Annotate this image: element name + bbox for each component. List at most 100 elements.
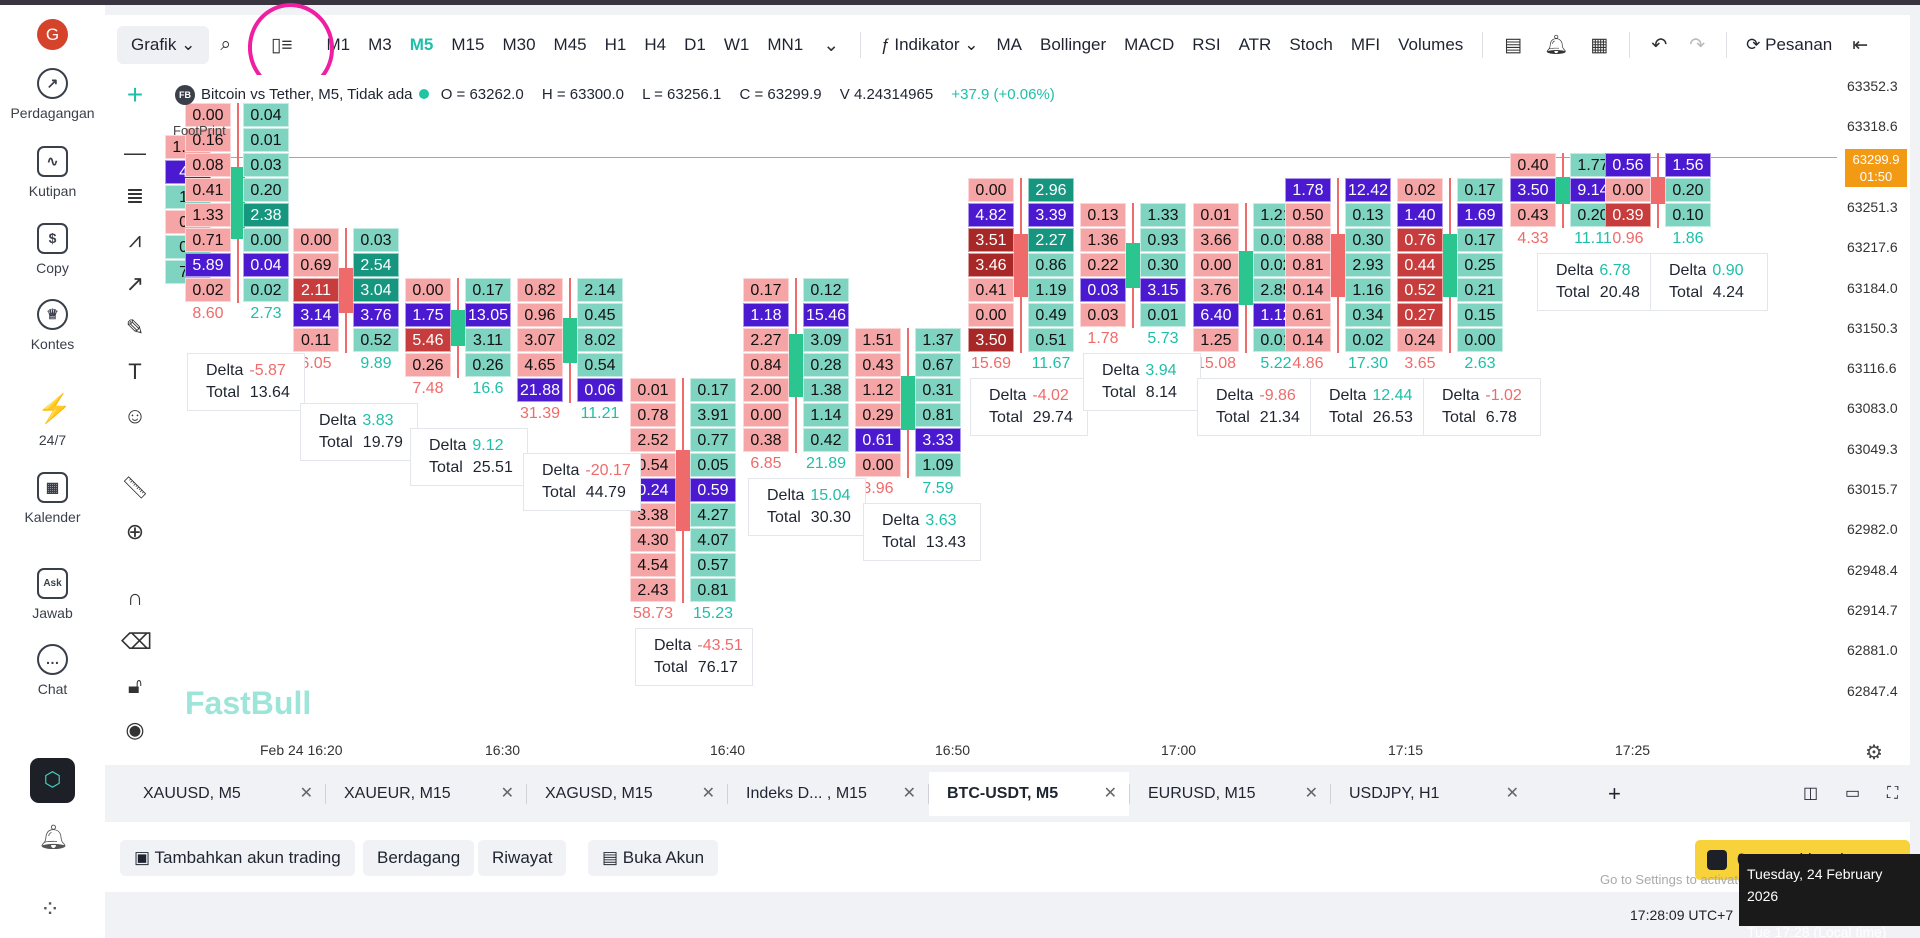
calendar-icon[interactable]: ▦ bbox=[1590, 34, 1609, 56]
tab-symbol[interactable]: Indeks D... , M15 ✕ bbox=[728, 772, 928, 816]
nav-perdagangan[interactable]: ↗ Perdagangan bbox=[0, 68, 105, 121]
indicator-mfi[interactable]: MFI bbox=[1350, 35, 1381, 54]
nav-chat[interactable]: … Chat bbox=[0, 644, 105, 697]
close-icon[interactable]: ✕ bbox=[1304, 785, 1318, 802]
nav-24-7[interactable]: ⚡ 24/7 bbox=[0, 395, 105, 449]
calendar-icon: ▦ bbox=[37, 472, 68, 503]
collapse-panel-icon[interactable]: ⇤ bbox=[1852, 34, 1869, 56]
timeframe-m1[interactable]: M1 bbox=[326, 35, 351, 54]
lock-icon[interactable]: 🔓︎ bbox=[127, 673, 143, 698]
text-tool-icon[interactable]: T bbox=[128, 359, 142, 384]
chevron-down-icon[interactable]: ⌄ bbox=[823, 34, 840, 56]
indicator-atr[interactable]: ATR bbox=[1238, 35, 1272, 54]
footprint-cell: 3.15 bbox=[1140, 278, 1186, 302]
timeframe-m5[interactable]: M5 bbox=[409, 35, 434, 54]
column-total: 11.67 bbox=[1031, 355, 1071, 372]
close-icon[interactable]: ✕ bbox=[500, 785, 514, 802]
nav-label: Kutipan bbox=[28, 183, 77, 199]
chart-type-icon[interactable]: ▯≡ bbox=[270, 34, 293, 56]
tab-symbol[interactable]: BTC-USDT, M5 ✕ bbox=[929, 772, 1129, 816]
brush-icon[interactable]: ✎ bbox=[125, 315, 145, 340]
trade-button[interactable]: Berdagang bbox=[363, 840, 475, 876]
add-tab-button[interactable]: + bbox=[1608, 781, 1621, 806]
timeframe-h1[interactable]: H1 bbox=[604, 35, 627, 54]
alert-icon[interactable]: 🔔︎ bbox=[1544, 35, 1569, 56]
candle-countdown: 01:50 bbox=[1859, 169, 1893, 184]
nav-kalender[interactable]: ▦ Kalender bbox=[0, 472, 105, 525]
grid-menu-icon[interactable]: ⁘ bbox=[40, 896, 61, 923]
undo-icon[interactable]: ↶ bbox=[1651, 34, 1668, 56]
timeframe-m3[interactable]: M3 bbox=[368, 35, 392, 54]
timeframe-m45[interactable]: M45 bbox=[553, 35, 587, 54]
chart-settings-icon[interactable]: ⚙ bbox=[1865, 742, 1883, 764]
order-button[interactable]: ⟳ Pesanan bbox=[1746, 35, 1833, 54]
close-icon[interactable]: ✕ bbox=[1103, 785, 1117, 802]
total-value: 8.14 bbox=[1145, 384, 1177, 401]
timeframe-m15[interactable]: M15 bbox=[451, 35, 485, 54]
tab-label: Indeks D... , M15 bbox=[746, 785, 867, 802]
grafik-dropdown[interactable]: Grafik ⌄ bbox=[117, 26, 210, 64]
close-icon[interactable]: ✕ bbox=[701, 785, 715, 802]
eye-icon[interactable]: ◉ bbox=[125, 717, 145, 742]
symbol-title[interactable]: Bitcoin vs Tether, M5, Tidak ada bbox=[201, 85, 413, 103]
window-icon[interactable]: ▭ bbox=[1845, 785, 1861, 802]
tab-symbol[interactable]: USDJPY, H1 ✕ bbox=[1331, 772, 1531, 816]
eraser-icon[interactable]: ⌫ bbox=[121, 629, 153, 654]
footprint-cell: 0.01 bbox=[1140, 303, 1186, 327]
timeframe-mn1[interactable]: MN1 bbox=[767, 35, 804, 54]
timeframe-d1[interactable]: D1 bbox=[684, 35, 706, 54]
magnet-icon[interactable]: ∩ bbox=[127, 585, 143, 610]
tab-symbol[interactable]: XAGUSD, M15 ✕ bbox=[527, 772, 727, 816]
tooltip-date: Tuesday, 24 February 2026 bbox=[1747, 866, 1883, 904]
time-axis[interactable]: Feb 24 16:20 16:30 16:40 16:50 17:00 17:15 17:… bbox=[165, 735, 1837, 765]
nav-kontes[interactable]: ♕ Kontes bbox=[0, 299, 105, 352]
add-trading-account-button[interactable]: ▣ Tambahkan akun trading bbox=[120, 840, 355, 876]
price-scale[interactable]: 63352.363318.663284.663251.363217.663184… bbox=[1837, 75, 1910, 735]
indicator-stoch[interactable]: Stoch bbox=[1289, 35, 1333, 54]
trend-line-icon[interactable]: ↗ bbox=[125, 271, 145, 296]
emoji-icon[interactable]: ☺ bbox=[123, 403, 147, 428]
delta-label: Delta bbox=[882, 512, 920, 529]
indicator-rsi[interactable]: RSI bbox=[1192, 35, 1221, 54]
layout-icon[interactable]: ◫ bbox=[1803, 785, 1819, 802]
timeframe-w1[interactable]: W1 bbox=[723, 35, 750, 54]
horizontal-line-icon[interactable]: — bbox=[124, 140, 146, 165]
timeframe-h4[interactable]: H4 bbox=[644, 35, 667, 54]
delta-label: Delta bbox=[1442, 387, 1480, 404]
indicator-ma[interactable]: MA bbox=[996, 35, 1023, 54]
app-logo-button[interactable]: ⬡ bbox=[30, 758, 75, 803]
footprint-cell: 0.86 bbox=[1028, 253, 1074, 277]
zoom-in-icon[interactable]: ⊕ bbox=[125, 519, 145, 544]
close-icon[interactable]: ✕ bbox=[299, 785, 313, 802]
price-tick: 63184.0 bbox=[1847, 279, 1898, 296]
bell-icon[interactable]: 🔔︎ bbox=[38, 824, 69, 851]
search-icon[interactable]: ⌕ bbox=[220, 34, 231, 55]
close-icon[interactable]: ✕ bbox=[902, 785, 916, 802]
nav-jawab[interactable]: Ask Jawab bbox=[0, 568, 105, 621]
footprint-cell: 5.46 bbox=[405, 328, 451, 352]
nav-kutipan[interactable]: ∿ Kutipan bbox=[0, 146, 105, 199]
redo-icon[interactable]: ↷ bbox=[1689, 34, 1706, 56]
crosshair-icon[interactable]: + bbox=[126, 79, 144, 110]
fib-icon[interactable]: ≣ bbox=[125, 183, 145, 208]
indicator-button[interactable]: ƒ Indikator ⌄ bbox=[880, 35, 979, 54]
tab-symbol[interactable]: EURUSD, M15 ✕ bbox=[1130, 772, 1330, 816]
tab-symbol[interactable]: XAUUSD, M5 ✕ bbox=[125, 772, 325, 816]
pattern-icon[interactable]: ⩘ bbox=[128, 227, 142, 252]
footprint-plot[interactable]: 1.1643130702780.000.160.080.411.330.715.… bbox=[165, 75, 1837, 735]
footprint-cell: 0.81 bbox=[1285, 253, 1331, 277]
indicator-volumes[interactable]: Volumes bbox=[1398, 35, 1464, 54]
fullscreen-icon[interactable]: ⛶ bbox=[1887, 785, 1899, 802]
indicator-macd[interactable]: MACD bbox=[1124, 35, 1175, 54]
history-button[interactable]: Riwayat bbox=[478, 840, 567, 876]
indicator-bollinger[interactable]: Bollinger bbox=[1040, 35, 1107, 54]
template-icon[interactable]: ▤ bbox=[1504, 34, 1523, 56]
footprint-cell: 0.00 bbox=[968, 178, 1014, 202]
tab-symbol[interactable]: XAUEUR, M15 ✕ bbox=[326, 772, 526, 816]
open-account-button[interactable]: ▤ Buka Akun bbox=[588, 840, 719, 876]
timeframe-m30[interactable]: M30 bbox=[502, 35, 536, 54]
ruler-icon[interactable]: 📏︎ bbox=[121, 475, 149, 500]
close-icon[interactable]: ✕ bbox=[1505, 785, 1519, 802]
avatar[interactable]: G bbox=[37, 19, 68, 50]
nav-copy[interactable]: $ Copy bbox=[0, 223, 105, 276]
